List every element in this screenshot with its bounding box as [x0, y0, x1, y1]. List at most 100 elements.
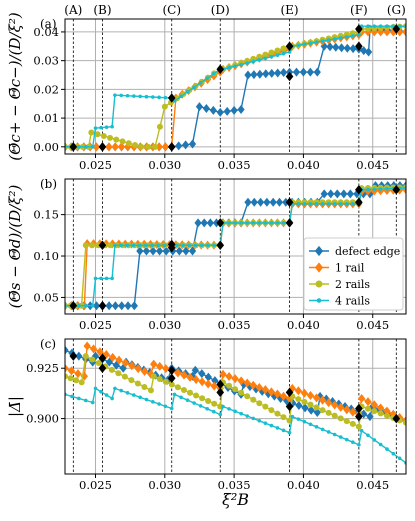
data-point	[366, 433, 370, 438]
data-point	[244, 70, 252, 80]
data-point	[377, 410, 384, 417]
data-point	[131, 243, 136, 248]
data-point	[119, 243, 123, 248]
data-point	[238, 389, 245, 396]
data-point	[125, 243, 130, 248]
axes-frame	[64, 178, 407, 315]
data-point	[338, 435, 343, 439]
data-point	[364, 405, 371, 412]
data-point	[172, 392, 177, 397]
data-point	[168, 381, 175, 388]
data-point	[156, 243, 161, 248]
data-point	[261, 385, 269, 395]
data-point	[349, 420, 356, 427]
transition-marker	[69, 351, 78, 361]
data-point	[279, 391, 288, 401]
transition-marker	[216, 218, 225, 228]
data-point	[225, 371, 233, 381]
data-point	[65, 363, 69, 373]
data-point	[128, 377, 135, 384]
data-point	[358, 393, 366, 403]
data-point	[267, 387, 276, 397]
data-point	[110, 124, 114, 129]
transition-marker	[355, 411, 363, 422]
data-point	[262, 69, 270, 79]
data-point	[113, 136, 120, 143]
data-point	[316, 391, 324, 401]
x-tick-label: 0.030	[148, 318, 181, 332]
data-point	[290, 414, 295, 419]
data-point	[185, 398, 190, 402]
legend-box	[303, 237, 404, 311]
x-tick-label: 0.025	[79, 478, 112, 492]
data-point	[308, 422, 313, 427]
transition-marker	[355, 24, 363, 34]
data-point	[150, 359, 158, 369]
data-point	[124, 301, 132, 311]
data-point	[360, 46, 368, 56]
data-point	[175, 243, 179, 248]
data-point	[250, 70, 258, 80]
data-point	[326, 202, 331, 206]
legend-label: 4 rails	[335, 295, 370, 308]
data-point	[343, 418, 350, 425]
x-tick-label: 0.030	[148, 478, 181, 492]
transition-marker	[216, 387, 225, 398]
data-point	[308, 41, 313, 45]
data-point	[198, 404, 203, 408]
data-point	[372, 438, 377, 442]
data-point	[112, 360, 120, 370]
data-point	[383, 412, 390, 419]
data-point	[192, 85, 196, 90]
data-point	[142, 246, 151, 256]
transition-marker	[285, 41, 294, 52]
data-point	[83, 341, 91, 351]
data-point	[262, 51, 269, 58]
data-point	[141, 383, 148, 390]
transition-marker	[355, 197, 363, 207]
data-point	[96, 347, 104, 357]
data-point	[372, 187, 377, 192]
data-point	[353, 189, 361, 199]
transition-marker	[355, 41, 363, 52]
y-axis-label: |Δ̄|	[6, 396, 24, 417]
data-point	[104, 276, 109, 281]
data-point	[250, 396, 257, 403]
data-point	[68, 348, 76, 358]
legend-entry: defect edge	[309, 245, 400, 258]
data-point	[353, 407, 362, 417]
data-point	[77, 396, 81, 401]
data-point	[320, 202, 325, 206]
y-tick-label: 0.03	[33, 54, 59, 68]
y-tick-label: 0.925	[26, 361, 59, 375]
data-point	[90, 303, 95, 308]
data-point	[397, 24, 402, 28]
transition-marker	[98, 300, 107, 311]
data-point	[119, 138, 126, 145]
transition-marker	[167, 373, 176, 384]
data-point	[99, 125, 103, 130]
data-point	[187, 243, 192, 248]
data-point	[262, 403, 269, 410]
y-tick-label: 0.02	[33, 82, 59, 96]
data-point	[162, 364, 170, 374]
x-tick-label: 0.025	[79, 318, 112, 332]
data-point	[251, 416, 256, 421]
data-point	[156, 123, 163, 130]
data-point	[162, 246, 170, 256]
data-point	[169, 406, 174, 411]
data-point	[295, 400, 303, 410]
data-point	[244, 197, 252, 207]
legend-label: 2 rails	[335, 278, 370, 291]
data-point	[294, 386, 302, 396]
transition-marker	[285, 387, 294, 398]
data-point	[320, 189, 328, 199]
data-point	[110, 396, 114, 401]
data-point	[82, 353, 89, 360]
data-point	[308, 202, 313, 206]
legend-entry: 4 rails	[309, 295, 370, 308]
data-point	[327, 189, 335, 199]
transition-label: (B)	[93, 3, 111, 17]
transition-label: (G)	[387, 3, 406, 17]
data-point	[134, 380, 141, 387]
